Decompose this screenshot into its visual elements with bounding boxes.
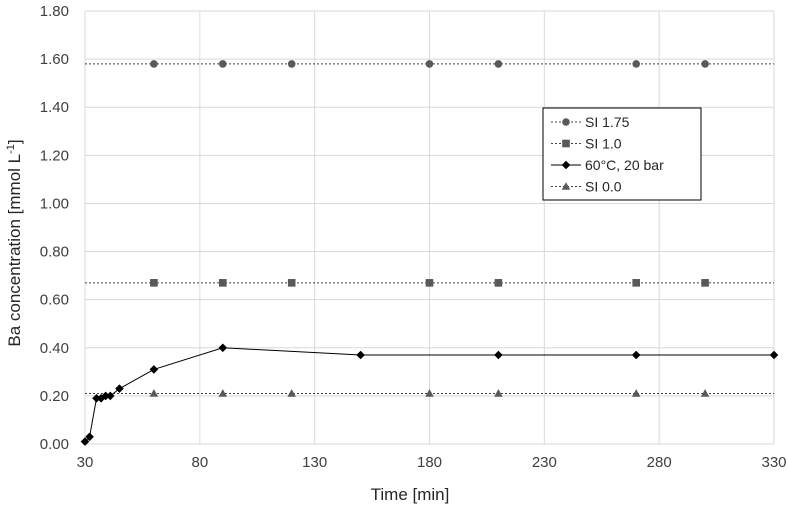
series-4-point [149,389,159,397]
legend-label: SI 1.75 [585,114,630,130]
series-4-point [631,389,641,397]
series-3-point [85,432,94,442]
tick-labels: 30 80 130 180 230 280 330 0.00 0.20 0.40 0.60 0.80 1… [40,3,787,471]
series-4-point [494,389,503,397]
series-2-point [425,279,434,287]
series-4-point [425,389,434,397]
series-3-point [218,343,228,353]
x-tick-label: 130 [302,454,327,471]
series-3-point [356,350,365,360]
series-1-point [494,60,503,68]
y-axis-title-suffix: ] [5,139,24,144]
y-tick-label: 0.20 [40,388,69,405]
y-axis-title-main: Ba concentration [mmol L [5,154,24,347]
x-tick-label: 30 [77,454,94,471]
series-2-point [287,279,296,287]
series-3-point [494,350,503,360]
y-tick-label: 0.80 [40,244,69,261]
series-3-point [101,391,110,401]
series-4-point [218,389,228,397]
series-2-point [219,279,227,287]
y-tick-label: 0.00 [40,436,69,453]
series-2-point [494,279,503,287]
y-tick-label: 1.80 [40,3,69,20]
legend-swatch-marker [561,160,571,170]
series-4-point [287,389,296,397]
legend-swatch-marker [562,139,570,148]
x-tick-label: 330 [761,454,786,471]
legend-label: 60°C, 20 bar [585,157,664,173]
y-tick-label: 1.00 [40,195,69,212]
series-2-point [701,279,709,287]
series-1-point [287,60,296,68]
series-3-point [115,384,124,393]
series-1-point [701,60,709,68]
series-1-point [425,60,434,68]
x-tick-label: 180 [417,454,442,471]
series-3-point [149,365,159,374]
legend: SI 1.75 SI 1.0 60°C, 20 bar SI 0.0 [542,107,702,201]
series-1-point [632,60,640,68]
series-2-point [150,279,158,287]
x-tick-label: 230 [532,454,557,471]
series-1-point [219,60,227,68]
y-axis-title: Ba concentration [mmol L-1] [5,139,24,346]
y-axis-title-superscript: -1 [5,144,17,154]
y-tick-label: 0.40 [40,340,69,357]
y-tick-label: 1.60 [40,51,69,68]
series-2-point [632,279,640,287]
series-3-point [105,391,115,401]
grid [84,10,775,445]
legend-label: SI 1.0 [585,136,622,152]
y-tick-label: 1.40 [40,99,69,116]
series-3-point [631,350,641,360]
y-tick-label: 1.20 [40,147,69,164]
series-1-point [150,60,158,68]
y-tick-label: 0.60 [40,292,69,309]
x-tick-label: 80 [191,454,208,471]
series-3-point [769,350,779,360]
series-3-point [92,393,101,403]
series-4-point [700,389,710,397]
x-axis-title: Time [min] [371,485,450,504]
series-3-point [80,437,90,446]
legend-swatch-marker [562,118,570,126]
legend-swatch-marker [561,182,571,190]
x-tick-label: 280 [647,454,672,471]
legend-label: SI 0.0 [585,179,622,195]
markers [80,60,779,446]
